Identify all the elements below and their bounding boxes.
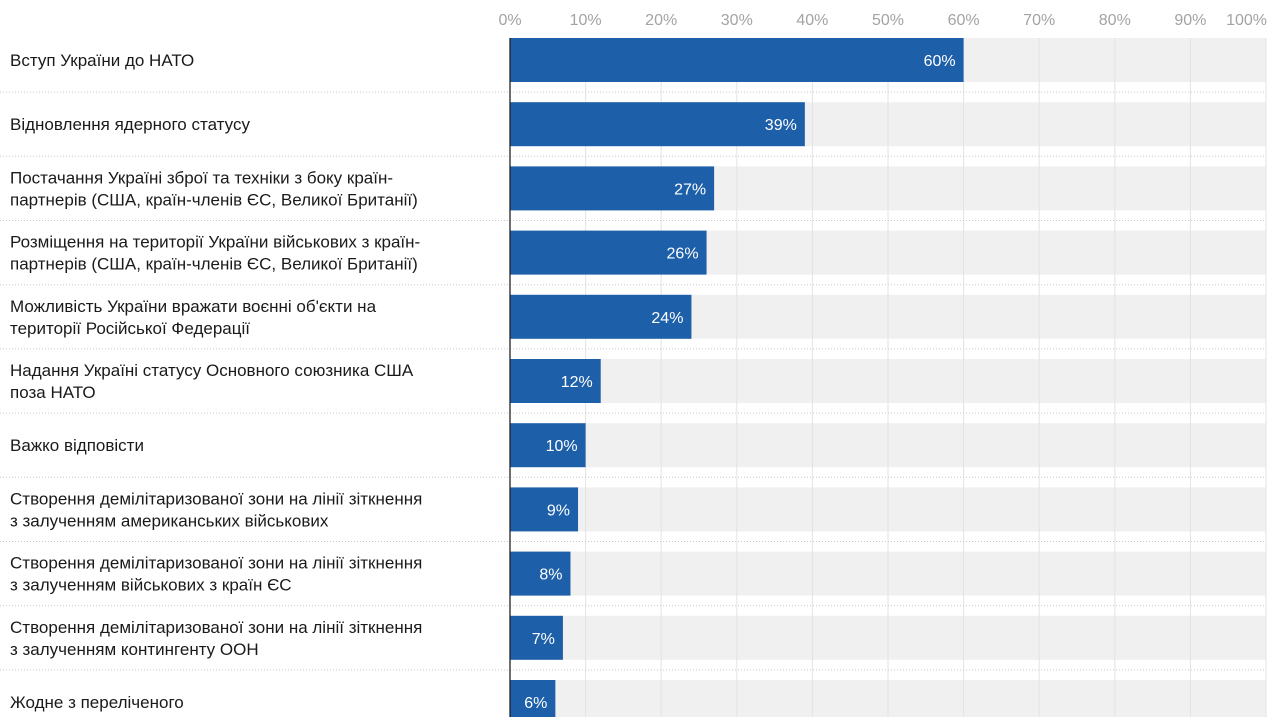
x-tick-label: 0% [498, 12, 521, 29]
category-label-line: з залученням американських військових [10, 511, 329, 530]
category-label: Можливість України вражати воєнні об'єкт… [10, 297, 377, 338]
x-tick-label: 70% [1023, 12, 1055, 29]
category-label-line: Вступ України до НАТО [10, 51, 194, 70]
bar-value-label: 6% [524, 695, 547, 712]
bar [510, 166, 715, 211]
bar-value-label: 12% [561, 374, 593, 391]
category-label-line: Жодне з переліченого [10, 693, 184, 712]
bar-value-label: 7% [532, 631, 555, 648]
category-label-line: Постачання Україні зброї та техніки з бо… [10, 168, 393, 187]
x-tick-label: 20% [645, 12, 677, 29]
bar-value-label: 8% [539, 567, 562, 584]
x-tick-label: 50% [872, 12, 904, 29]
bar-value-label: 24% [651, 310, 683, 327]
x-tick-label: 10% [570, 12, 602, 29]
category-label-line: з залученням військових з країн ЄС [10, 576, 292, 595]
category-label-line: поза НАТО [10, 383, 96, 402]
x-tick-label: 30% [721, 12, 753, 29]
category-label-line: Створення демілітаризованої зони на ліні… [10, 489, 422, 508]
x-tick-label: 40% [796, 12, 828, 29]
category-label: Постачання Україні зброї та техніки з бо… [10, 168, 418, 209]
category-label: Відновлення ядерного статусу [10, 115, 250, 134]
bar [510, 680, 556, 717]
category-label-line: Відновлення ядерного статусу [10, 115, 250, 134]
x-tick-label: 90% [1174, 12, 1206, 29]
category-label: Важко відповісти [10, 436, 144, 455]
bar-value-label: 26% [667, 246, 699, 263]
bar [510, 423, 586, 468]
bar [510, 230, 707, 275]
category-label: Розміщення на території України військов… [10, 233, 420, 274]
category-label: Створення демілітаризованої зони на ліні… [10, 554, 422, 595]
bar-value-label: 60% [924, 53, 956, 70]
category-label-line: партнерів (США, країн-членів ЄС, Великої… [10, 255, 418, 274]
bar-value-label: 10% [546, 438, 578, 455]
bar [510, 551, 571, 596]
category-label: Створення демілітаризованої зони на ліні… [10, 489, 422, 530]
category-label-line: Важко відповісти [10, 436, 144, 455]
bar-value-label: 9% [547, 502, 570, 519]
bar [510, 102, 805, 147]
category-label-line: Створення демілітаризованої зони на ліні… [10, 554, 422, 573]
category-label-line: Надання Україні статусу Основного союзни… [10, 361, 414, 380]
category-label-line: партнерів (США, країн-членів ЄС, Великої… [10, 190, 418, 209]
category-label-line: Розміщення на території України військов… [10, 233, 420, 252]
x-axis: 0% 10% 20% 30% 40% 50% 60% 70% 80% 90% 100% [498, 12, 1267, 717]
category-label: Надання Україні статусу Основного союзни… [10, 361, 414, 402]
bar-value-label: 27% [674, 181, 706, 198]
x-tick-label: 80% [1099, 12, 1131, 29]
category-label: Створення демілітаризованої зони на ліні… [10, 618, 422, 659]
category-label-line: з залученням контингенту ООН [10, 640, 259, 659]
bar [510, 487, 579, 532]
category-label-line: території Російської Федерації [10, 319, 250, 338]
category-label: Жодне з переліченого [10, 693, 184, 712]
category-label: Вступ України до НАТО [10, 51, 194, 70]
bar [510, 294, 692, 339]
bars: 60% 39% 27% 26% 24% 12% 10% 9% 8% 7% 6% [510, 38, 964, 717]
category-label-line: Створення демілітаризованої зони на ліні… [10, 618, 422, 637]
x-tick-label: 100% [1226, 12, 1267, 29]
bar [510, 38, 964, 82]
bar [510, 359, 601, 403]
bar-value-label: 39% [765, 117, 797, 134]
x-tick-label: 60% [948, 12, 980, 29]
category-label-line: Можливість України вражати воєнні об'єкт… [10, 297, 377, 316]
row-separators [0, 91, 1266, 671]
category-labels: Вступ України до НАТО Відновлення ядерног… [10, 51, 422, 712]
bar [510, 615, 563, 660]
